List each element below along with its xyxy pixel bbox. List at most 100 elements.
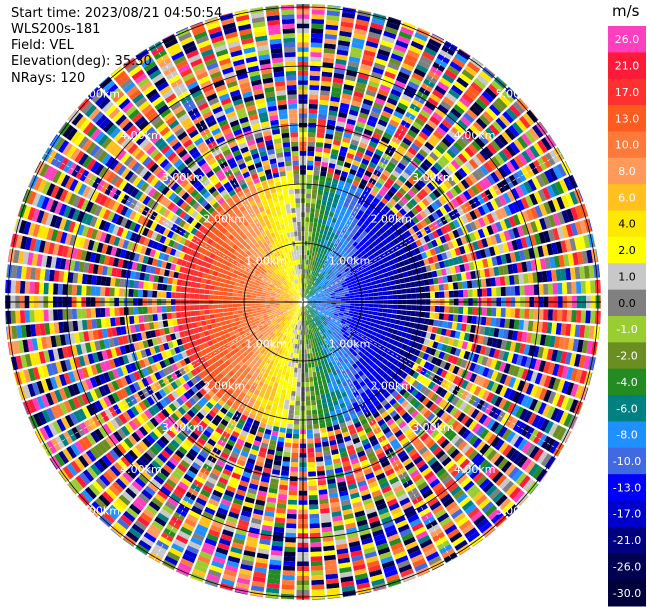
range-gate <box>470 185 480 196</box>
range-gate <box>495 318 501 328</box>
range-gate <box>378 227 386 235</box>
range-gate <box>365 40 379 49</box>
range-gate <box>521 261 528 273</box>
range-gate <box>387 304 393 309</box>
range-gate <box>431 270 438 278</box>
range-gate <box>502 111 514 124</box>
range-gate <box>380 278 386 283</box>
range-gate <box>407 163 416 173</box>
range-gate <box>305 372 309 378</box>
range-gate <box>400 119 411 129</box>
range-gate <box>515 185 525 198</box>
range-gate <box>461 69 475 81</box>
range-gate <box>392 269 398 275</box>
range-gate <box>304 288 307 293</box>
range-gate <box>345 305 350 308</box>
range-gate <box>332 139 341 146</box>
range-gate <box>379 44 392 53</box>
range-gate <box>297 372 301 378</box>
range-gate <box>277 407 283 414</box>
range-gate <box>325 128 335 135</box>
range-gate <box>295 400 300 406</box>
range-gate <box>326 10 340 17</box>
range-gate <box>404 321 410 327</box>
range-gate <box>292 353 296 359</box>
range-gate <box>347 173 355 180</box>
range-gate <box>306 419 313 425</box>
range-gate <box>510 308 516 318</box>
range-gate <box>307 136 316 142</box>
range-gate <box>368 289 374 294</box>
range-gate <box>524 164 535 178</box>
range-gate <box>440 268 447 276</box>
range-gate <box>352 37 365 45</box>
range-gate <box>381 197 389 205</box>
range-gate <box>472 170 482 181</box>
range-gate <box>311 280 315 286</box>
range-gate <box>340 303 346 306</box>
range-gate <box>308 259 311 265</box>
range-gate <box>473 208 482 218</box>
range-gate <box>320 171 327 177</box>
range-gate <box>392 153 402 162</box>
range-gate <box>542 187 552 200</box>
range-gate <box>465 271 472 280</box>
range-gate <box>283 556 296 562</box>
range-gate <box>322 219 327 225</box>
range-gate <box>490 80 504 93</box>
range-gate <box>326 298 332 301</box>
range-gate <box>418 245 425 253</box>
range-gate <box>598 326 600 340</box>
range-gate <box>559 179 569 193</box>
range-gate <box>277 498 287 505</box>
range-gate <box>361 59 374 67</box>
range-gate <box>478 94 491 107</box>
range-gate <box>430 134 441 144</box>
range-gate <box>309 348 313 354</box>
range-gate <box>506 352 514 363</box>
range-gate <box>328 192 335 198</box>
range-gate <box>541 321 548 334</box>
range-gate <box>404 192 413 201</box>
range-gate <box>311 18 325 25</box>
range-gate <box>424 312 430 319</box>
range-gate <box>488 267 495 277</box>
range-gate <box>438 141 449 151</box>
range-gate <box>317 380 323 386</box>
range-gate <box>452 257 459 265</box>
range-gate <box>319 263 324 269</box>
range-gate <box>431 230 440 239</box>
range-gate <box>517 153 528 166</box>
range-gate <box>315 267 320 273</box>
range-gate <box>285 527 297 534</box>
range-gate <box>422 243 430 251</box>
range-gate <box>303 325 306 331</box>
range-gate <box>443 259 450 268</box>
range-gate <box>426 182 436 192</box>
range-gate <box>339 210 346 217</box>
range-gate <box>517 136 528 149</box>
range-gate <box>322 403 328 409</box>
range-gate <box>347 284 353 289</box>
range-gate <box>337 283 343 288</box>
range-gate <box>431 326 438 334</box>
range-gate <box>363 49 376 58</box>
range-gate <box>359 216 366 224</box>
range-gate <box>364 226 371 234</box>
range-gate <box>572 252 579 266</box>
range-gate <box>488 347 496 358</box>
range-gate <box>525 235 533 248</box>
range-gate <box>529 145 540 158</box>
range-gate <box>467 289 473 297</box>
range-gate <box>340 263 346 269</box>
range-gate <box>389 186 398 194</box>
range-gate <box>304 273 307 279</box>
range-gate <box>561 225 569 239</box>
range-gate <box>442 96 455 107</box>
range-gate <box>523 273 529 284</box>
range-gate <box>477 335 484 345</box>
range-gate <box>330 296 336 299</box>
range-gate <box>316 305 322 308</box>
range-gate <box>454 53 468 65</box>
range-gate <box>325 205 331 212</box>
